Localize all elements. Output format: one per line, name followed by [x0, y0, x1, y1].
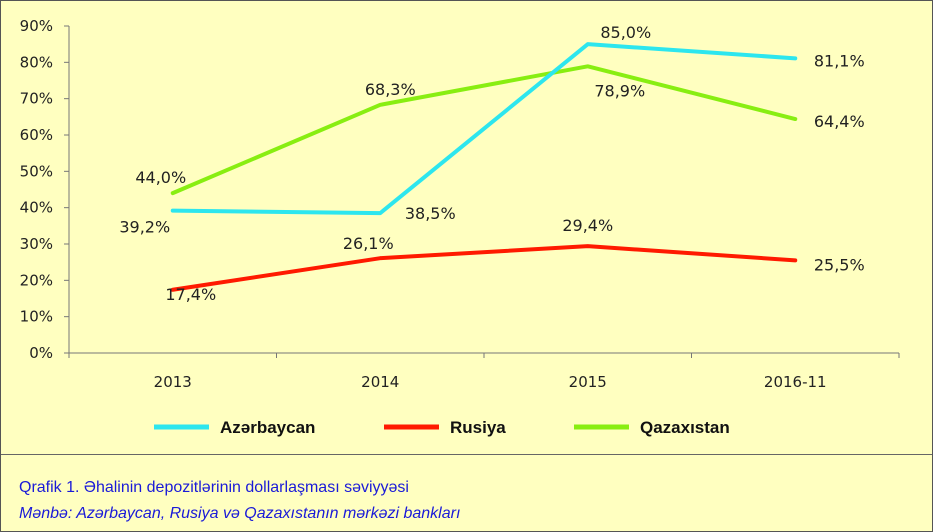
- series-line-Rusiya: [170, 244, 798, 292]
- y-tick-label: 60%: [20, 126, 53, 144]
- data-label: 85,0%: [600, 23, 651, 42]
- data-label: 44,0%: [135, 168, 186, 187]
- legend-label: Rusiya: [450, 418, 506, 437]
- legend-label: Azərbaycan: [220, 418, 315, 437]
- y-tick-label: 70%: [20, 90, 53, 108]
- data-label: 26,1%: [343, 234, 394, 253]
- x-tick-label: 2016-11: [764, 373, 827, 391]
- data-label: 78,9%: [594, 81, 645, 100]
- series-line-Azərbaycan: [170, 42, 798, 216]
- y-tick-label: 50%: [20, 162, 53, 180]
- x-tick-label: 2013: [154, 373, 192, 391]
- y-tick-label: 20%: [20, 271, 53, 289]
- data-label: 17,4%: [165, 285, 216, 304]
- x-tick-label: 2014: [361, 373, 399, 391]
- caption-divider: [1, 454, 932, 455]
- series-line-Qazaxıstan: [170, 64, 798, 196]
- y-tick-label: 10%: [20, 308, 53, 326]
- source-note: Mənbə: Azərbaycan, Rusiya və Qazaxıstanı…: [19, 505, 461, 522]
- y-tick-label: 40%: [20, 199, 53, 217]
- line-chart: 0% 10% 20% 30% 40% 50% 60% 70% 80% 90% 2013 2014 201…: [20, 17, 900, 437]
- data-label: 81,1%: [814, 51, 865, 70]
- y-tick-label: 30%: [20, 235, 53, 253]
- data-label: 38,5%: [405, 204, 456, 223]
- data-label: 39,2%: [119, 218, 170, 237]
- y-tick-label: 80%: [20, 53, 53, 71]
- figure-caption: Qrafik 1. Əhalinin depozitlərinin dollar…: [19, 479, 409, 496]
- y-tick-label: 90%: [20, 17, 53, 35]
- x-tick-label: 2015: [569, 373, 607, 391]
- data-label: 68,3%: [365, 80, 416, 99]
- data-label: 64,4%: [814, 112, 865, 131]
- data-label: 25,5%: [814, 255, 865, 274]
- data-label: 29,4%: [562, 216, 613, 235]
- legend-label: Qazaxıstan: [640, 418, 730, 437]
- y-tick-label: 0%: [29, 344, 53, 362]
